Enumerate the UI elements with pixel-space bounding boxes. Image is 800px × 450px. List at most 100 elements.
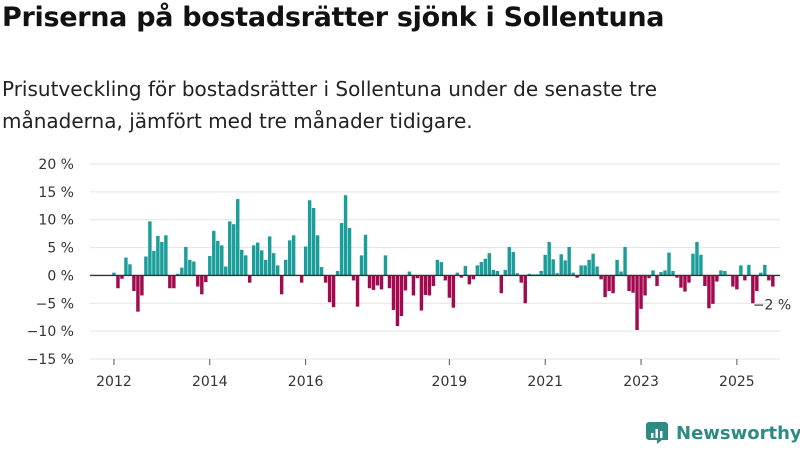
bar [603, 275, 607, 298]
bar [315, 235, 320, 276]
newsworthy-logo[interactable]: Newsworthy [645, 419, 800, 447]
bar [583, 265, 587, 276]
bar [216, 240, 220, 276]
bar [503, 269, 507, 276]
bar [547, 242, 551, 276]
bar [259, 250, 264, 276]
annotations: −2 % [753, 298, 791, 314]
bar [619, 271, 623, 276]
bar [431, 275, 436, 287]
bar [615, 259, 619, 276]
bar [347, 228, 352, 276]
bar [655, 275, 659, 287]
x-tick-label: 2014 [192, 374, 228, 390]
chart-title: Priserna på bostadsrätter sjönk i Sollen… [2, 2, 665, 33]
bar [299, 275, 304, 283]
bar [399, 275, 404, 317]
bar [327, 275, 332, 303]
newsworthy-icon [646, 422, 668, 444]
chart-subtitle: Prisutveckling för bostadsrätter i Solle… [2, 77, 657, 133]
bar [739, 265, 743, 276]
bar [483, 258, 488, 276]
bar [363, 234, 368, 276]
brand-name: Newsworthy [676, 422, 800, 444]
bar [451, 275, 456, 308]
bar [351, 275, 356, 281]
bar [435, 259, 440, 276]
bar [747, 264, 751, 276]
bar [164, 235, 168, 276]
bar [132, 275, 136, 292]
bar [156, 235, 160, 276]
bar [291, 235, 296, 276]
bar [319, 267, 324, 276]
bar [471, 275, 476, 280]
bar [707, 275, 711, 309]
bar [236, 199, 240, 276]
bar [607, 275, 611, 292]
bar [559, 254, 563, 276]
bar [703, 275, 707, 287]
bar [176, 273, 180, 276]
y-tick-label: 10 % [38, 213, 74, 229]
bar [220, 245, 224, 276]
bar [447, 275, 452, 298]
bar [419, 275, 424, 311]
bar [759, 272, 763, 276]
bar [723, 270, 727, 276]
bars [112, 195, 775, 331]
bar [735, 275, 739, 290]
bar [463, 265, 468, 276]
bar [112, 272, 116, 276]
bar [507, 247, 511, 276]
x-tick-label: 2019 [432, 374, 468, 390]
bar [148, 221, 152, 276]
bar [228, 221, 232, 276]
bar [751, 275, 755, 304]
bar [647, 275, 651, 279]
bar [200, 275, 204, 295]
bar [511, 252, 515, 276]
bar [287, 240, 292, 276]
bar [275, 265, 280, 276]
bar [387, 275, 392, 289]
bar [523, 275, 527, 304]
last-value-label: −2 % [753, 298, 791, 314]
y-axis: 20 % 15 % 10 % 5 % 0 % −5 % −10 % −15 % [27, 157, 74, 368]
bar [423, 275, 428, 295]
bar [711, 275, 715, 304]
bar [339, 223, 344, 276]
bar [255, 242, 260, 276]
bar [204, 275, 208, 283]
bar [671, 270, 675, 276]
bar [120, 275, 124, 279]
x-tick-label: 2021 [527, 374, 563, 390]
bar [479, 262, 484, 276]
y-tick-label: 15 % [38, 185, 74, 201]
bar [567, 247, 571, 276]
bar [279, 275, 284, 295]
bar [591, 253, 595, 276]
bar [160, 242, 164, 276]
bar [599, 275, 603, 280]
bar [331, 275, 336, 308]
bar [443, 275, 448, 281]
bar [767, 275, 771, 281]
bar [587, 259, 591, 276]
bar [611, 275, 615, 294]
bar [263, 259, 268, 276]
bar [248, 275, 252, 283]
bar [639, 275, 643, 309]
bar [391, 275, 396, 310]
bar [651, 270, 655, 276]
bar [244, 255, 248, 276]
bar [415, 275, 420, 279]
y-tick-label: −15 % [27, 352, 74, 368]
bar [743, 275, 747, 281]
bar [267, 236, 272, 276]
bar [571, 272, 575, 276]
bar [595, 266, 599, 276]
bar [515, 273, 519, 276]
y-tick-label: 5 % [47, 241, 74, 257]
